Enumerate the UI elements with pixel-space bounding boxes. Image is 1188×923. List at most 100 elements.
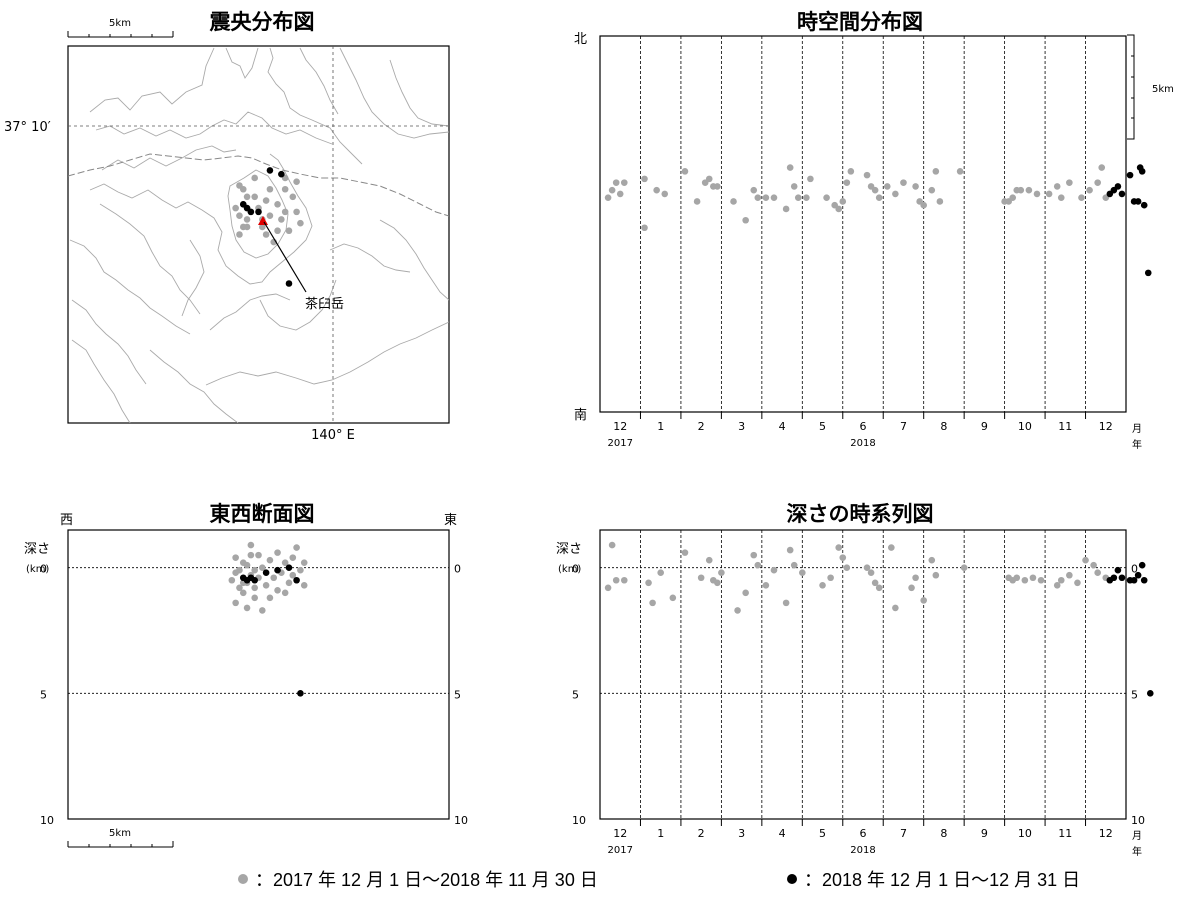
ew-section-point (236, 584, 243, 592)
ew-depth-tick-right: 5 (454, 688, 461, 701)
spacetime-point (932, 168, 940, 175)
ds-month-label: 12 (1099, 827, 1113, 840)
spacetime-point (863, 171, 871, 179)
ds-month-label: 9 (981, 827, 988, 840)
ew-section-point (251, 566, 258, 574)
ew-section-point (243, 561, 251, 569)
ew-section-point (259, 564, 266, 571)
ew-section-point (262, 569, 270, 577)
ew-section-point (266, 594, 274, 602)
depth-series-point (960, 564, 968, 571)
legend-marker-before (238, 874, 248, 884)
depth-series-point (1037, 576, 1045, 584)
spacetime-point (705, 175, 713, 183)
spacetime-point (1094, 179, 1101, 186)
depth-series-point (742, 589, 749, 597)
volcano-label: 茶臼岳 (305, 296, 344, 312)
ds-depth-tick-left: 0 (572, 563, 579, 576)
ew-section-point (262, 581, 270, 589)
spacetime-point (928, 186, 936, 194)
ds-month-label: 3 (738, 827, 745, 840)
spacetime-point (1134, 198, 1142, 205)
st-year-2017-label: 2017 (608, 438, 633, 449)
depth-series-point (1029, 574, 1037, 582)
ds-year-2018-label: 2018 (850, 845, 875, 856)
spacetime-point (1057, 194, 1065, 201)
map-epicenter-point (278, 170, 285, 178)
spacetime-point (936, 198, 944, 205)
depth-series-point (604, 584, 612, 592)
legend: ：2017 年 12 月 1 日～2018 年 11 月 30 日 ：2018 … (238, 870, 1080, 890)
east-label: 東 (444, 512, 457, 528)
depth-series-point (1130, 576, 1138, 584)
depth-series-point (718, 569, 725, 577)
depth-series-point (608, 541, 616, 549)
spacetime-point (608, 186, 616, 194)
map-epicenter-point (251, 193, 258, 201)
st-month-label: 12 (613, 420, 627, 433)
st-month-label: 12 (1099, 420, 1113, 433)
depth-series-point (612, 576, 620, 584)
depth-series-point (782, 599, 790, 607)
ew-section-point (251, 584, 258, 592)
map-epicenter-point (278, 216, 285, 223)
spacetime-point (730, 198, 737, 205)
st-year-suffix: 年 (1132, 438, 1142, 451)
spacetime-point (883, 183, 891, 190)
spacetime-scale-label: 5km (1152, 84, 1174, 95)
spacetime-point (693, 198, 701, 205)
spacetime-points (604, 164, 1152, 277)
depth-series-point (1053, 581, 1061, 589)
latitude-label: 37° 10′ (4, 120, 51, 135)
ew-depth-tick-left: 5 (40, 688, 47, 701)
st-month-label: 11 (1058, 420, 1072, 433)
spacetime-point (1140, 201, 1148, 209)
ew-section-point (289, 554, 297, 561)
depth-series-point (620, 576, 628, 584)
spacetime-point (912, 183, 919, 190)
ew-section-point (281, 589, 289, 597)
depth-series-point (786, 546, 794, 554)
spacetime-point (1017, 186, 1025, 194)
spacetime-point (892, 190, 899, 198)
ew-scale-bar: 5km (67, 828, 174, 848)
ew-section-points (228, 541, 308, 697)
depth-series-point (863, 564, 871, 571)
depth-series-point (892, 604, 899, 612)
ds-month-suffix: 月 (1132, 830, 1142, 842)
ew-section-point (274, 549, 281, 556)
map-epicenter-point (293, 208, 300, 216)
map-epicenter-point (281, 185, 289, 193)
spacetime-point (920, 201, 927, 209)
depth-series-point (1146, 690, 1154, 697)
map-prefecture-border (68, 153, 449, 217)
map-epicenter-point (236, 212, 243, 219)
spacetime-point (1114, 183, 1122, 190)
ew-depth-tick-left: 0 (40, 563, 47, 576)
spacetime-point (661, 190, 669, 198)
epicenter-map-panel: 震央分布図 5km (4, 10, 450, 443)
ds-depth-tick-left: 10 (572, 814, 586, 827)
spacetime-point (807, 175, 814, 183)
st-month-suffix: 月 (1132, 423, 1142, 435)
ew-section-point (232, 554, 239, 561)
ew-section-point (266, 556, 274, 564)
ew-section-title: 東西断面図 (210, 502, 315, 526)
ew-depth-tick-right: 0 (454, 563, 461, 576)
depth-series-point (1110, 574, 1118, 582)
depth-series-point (867, 569, 875, 577)
spacetime-point (641, 175, 648, 183)
ds-month-grid: 0 0 5 5 10 10 (572, 530, 1145, 827)
depth-series-point (1118, 574, 1126, 582)
st-month-label: 2 (698, 420, 705, 433)
spacetime-point (847, 168, 855, 175)
ew-section-point (300, 559, 308, 566)
spacetime-point (1033, 190, 1041, 198)
spacetime-point (681, 168, 689, 175)
st-month-label: 6 (860, 420, 867, 433)
ds-year-2017-label: 2017 (608, 845, 633, 856)
legend-marker-recent (787, 874, 797, 884)
ds-depth-label: 深さ (556, 542, 582, 557)
ew-section-point (251, 576, 258, 584)
